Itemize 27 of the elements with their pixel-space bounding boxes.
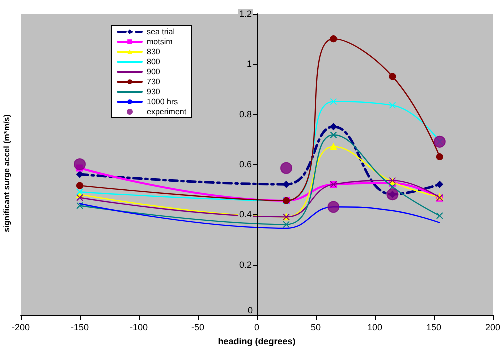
x-axis-title: heading (degrees): [218, 336, 296, 346]
legend-label: 900: [147, 68, 161, 76]
legend-label: 800: [147, 58, 161, 66]
y-tick-label: 0.2: [239, 260, 252, 270]
legend-label: sea trial: [147, 28, 176, 36]
x-tick-label: 200: [485, 322, 501, 332]
x-tick-label: -200: [12, 322, 30, 332]
x-tick-label: 50: [310, 322, 322, 332]
legend-label: 830: [147, 48, 161, 56]
legend-label: 730: [147, 78, 161, 86]
legend-label: 930: [147, 88, 161, 96]
y-tick-label: 0: [248, 306, 253, 316]
y-tick-label: 0.8: [239, 109, 252, 120]
y-axis-title: significant surge accel (m*m/s): [2, 114, 12, 232]
legend-label: motsim: [147, 38, 174, 46]
x-tick-label: 100: [367, 322, 383, 332]
legend-label: experiment: [147, 108, 188, 116]
y-tick-label: 1.2: [239, 9, 252, 19]
x-tick-label: 150: [426, 322, 442, 332]
x-tick-label: -150: [70, 322, 90, 332]
x-tick-label: 0: [254, 322, 260, 332]
x-tick-label: -100: [130, 322, 148, 332]
y-tick-label: 0.6: [239, 160, 252, 170]
y-tick-label: 0.4: [239, 210, 252, 220]
legend-label: 1000 hrs: [147, 98, 178, 106]
y-tick-label: 1: [246, 59, 252, 70]
x-tick-label: -50: [191, 322, 205, 332]
